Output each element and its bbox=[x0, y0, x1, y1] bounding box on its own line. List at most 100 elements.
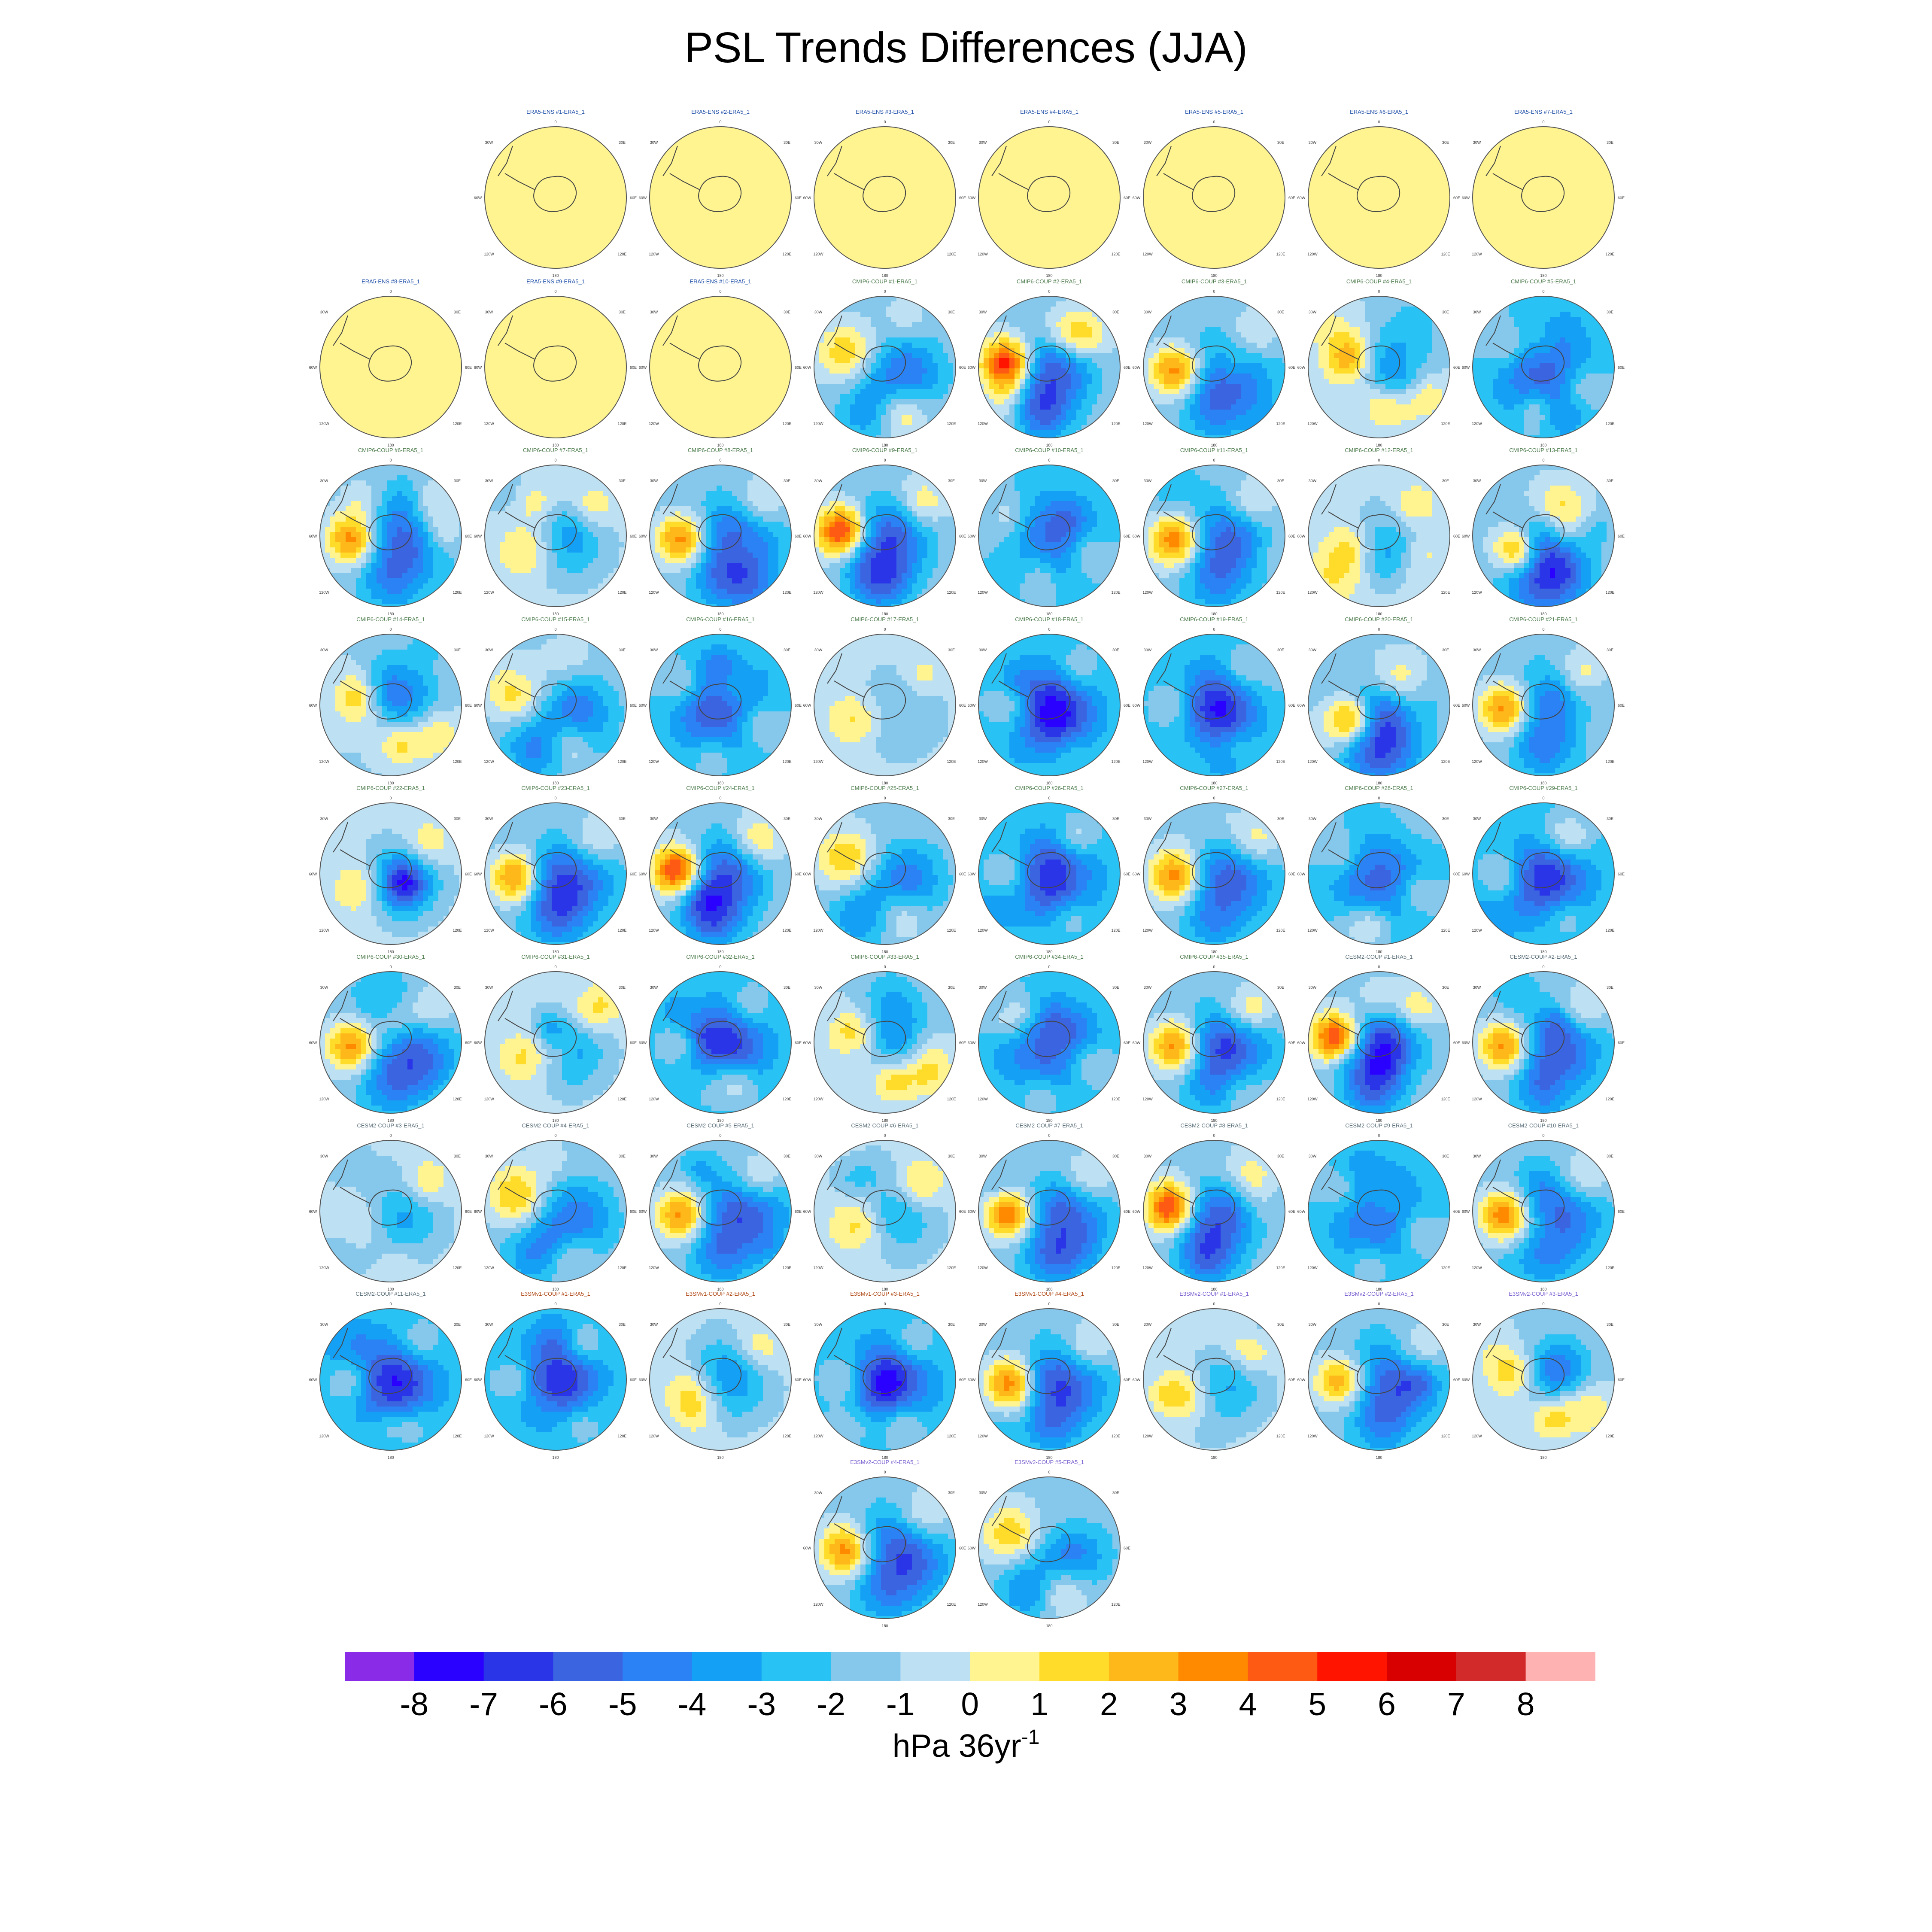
map-cell bbox=[753, 152, 758, 158]
map-cell bbox=[717, 194, 722, 199]
map-cell bbox=[1365, 219, 1370, 225]
map-cell bbox=[1524, 250, 1530, 256]
map-cell bbox=[1246, 230, 1252, 235]
map-cell bbox=[1406, 255, 1412, 261]
map-cell bbox=[891, 266, 897, 268]
map-cell bbox=[346, 322, 351, 328]
map-cell bbox=[516, 245, 521, 251]
map-cell bbox=[860, 230, 866, 235]
map-cell bbox=[675, 158, 681, 163]
map-cell bbox=[1586, 214, 1592, 220]
map-cell bbox=[1370, 183, 1376, 189]
map-cell bbox=[1406, 127, 1412, 132]
map-cell bbox=[691, 214, 696, 220]
map-cell bbox=[1329, 225, 1334, 230]
map-cell bbox=[593, 194, 598, 199]
map-cell bbox=[1148, 214, 1154, 220]
map-cell bbox=[907, 235, 912, 240]
map-cell bbox=[1051, 261, 1056, 266]
map-cell bbox=[665, 204, 671, 210]
map-cell bbox=[1344, 204, 1350, 210]
map-cell bbox=[840, 245, 845, 251]
map-cell bbox=[886, 230, 892, 235]
map-cell bbox=[1411, 152, 1417, 158]
map-cell bbox=[1483, 219, 1488, 225]
map-cell bbox=[686, 178, 691, 184]
map-cell bbox=[696, 178, 702, 184]
map-cell bbox=[1555, 137, 1561, 143]
map-cell bbox=[660, 199, 665, 204]
map-cell bbox=[536, 178, 542, 184]
map-cell bbox=[598, 230, 604, 235]
map-cell bbox=[557, 147, 562, 153]
map-cell bbox=[1396, 219, 1401, 225]
map-cell bbox=[521, 240, 526, 246]
map-cell bbox=[1215, 261, 1221, 266]
map-cell bbox=[1406, 194, 1412, 199]
map-cell bbox=[572, 255, 578, 261]
map-cell bbox=[850, 137, 856, 143]
map-cell bbox=[614, 199, 619, 204]
map-cell bbox=[696, 168, 702, 173]
map-cell bbox=[1318, 230, 1324, 235]
map-cell bbox=[886, 235, 892, 240]
map-cell bbox=[840, 209, 845, 215]
map-cell bbox=[1560, 147, 1566, 153]
map-cell bbox=[829, 204, 835, 210]
map-cell bbox=[1519, 152, 1525, 158]
map-cell bbox=[938, 230, 943, 235]
map-cell bbox=[1560, 266, 1566, 268]
map-cell bbox=[701, 214, 707, 220]
map-cell bbox=[1015, 199, 1020, 204]
map-cell bbox=[418, 312, 423, 317]
map-cell bbox=[1391, 219, 1396, 225]
map-cell bbox=[552, 188, 557, 194]
map-cell bbox=[603, 183, 609, 189]
map-cell bbox=[449, 337, 454, 343]
map-cell bbox=[377, 317, 382, 322]
map-cell bbox=[686, 245, 691, 251]
map-cell bbox=[1534, 152, 1540, 158]
map-cell bbox=[1236, 214, 1242, 220]
map-cell bbox=[1437, 204, 1443, 210]
map-cell bbox=[1360, 147, 1365, 153]
map-cell bbox=[1154, 199, 1159, 204]
map-cell bbox=[552, 163, 557, 168]
map-cell bbox=[361, 307, 367, 312]
map-cell bbox=[773, 204, 779, 210]
map-cell bbox=[742, 183, 748, 189]
map-cell bbox=[876, 188, 881, 194]
map-cell bbox=[1498, 163, 1504, 168]
map-cell bbox=[500, 225, 506, 230]
map-cell bbox=[727, 255, 732, 261]
map-cell bbox=[1051, 173, 1056, 179]
map-cell bbox=[1571, 235, 1576, 240]
map-cell bbox=[850, 142, 856, 148]
map-cell bbox=[1493, 183, 1499, 189]
map-cell bbox=[1056, 261, 1061, 266]
map-cell bbox=[1025, 225, 1030, 230]
map-cell bbox=[1504, 173, 1509, 179]
map-cell bbox=[732, 142, 738, 148]
map-cell bbox=[521, 163, 526, 168]
map-cell bbox=[1596, 178, 1602, 184]
map-cell bbox=[1586, 147, 1592, 153]
map-cell bbox=[1360, 225, 1365, 230]
map-cell bbox=[1509, 147, 1514, 153]
map-cell bbox=[1524, 163, 1530, 168]
map-cell bbox=[1360, 178, 1365, 184]
map-cell bbox=[655, 173, 660, 179]
map-cell bbox=[510, 168, 516, 173]
map-cell bbox=[413, 307, 418, 312]
map-cell bbox=[552, 178, 557, 184]
map-cell bbox=[562, 152, 568, 158]
map-cell bbox=[505, 219, 511, 225]
map-cell bbox=[1226, 209, 1231, 215]
map-cell bbox=[1509, 142, 1514, 148]
map-cell bbox=[1221, 225, 1226, 230]
map-cell bbox=[1396, 204, 1401, 210]
map-cell bbox=[1396, 266, 1401, 268]
map-cell bbox=[917, 183, 923, 189]
map-cell bbox=[541, 245, 547, 251]
map-cell bbox=[994, 194, 999, 199]
